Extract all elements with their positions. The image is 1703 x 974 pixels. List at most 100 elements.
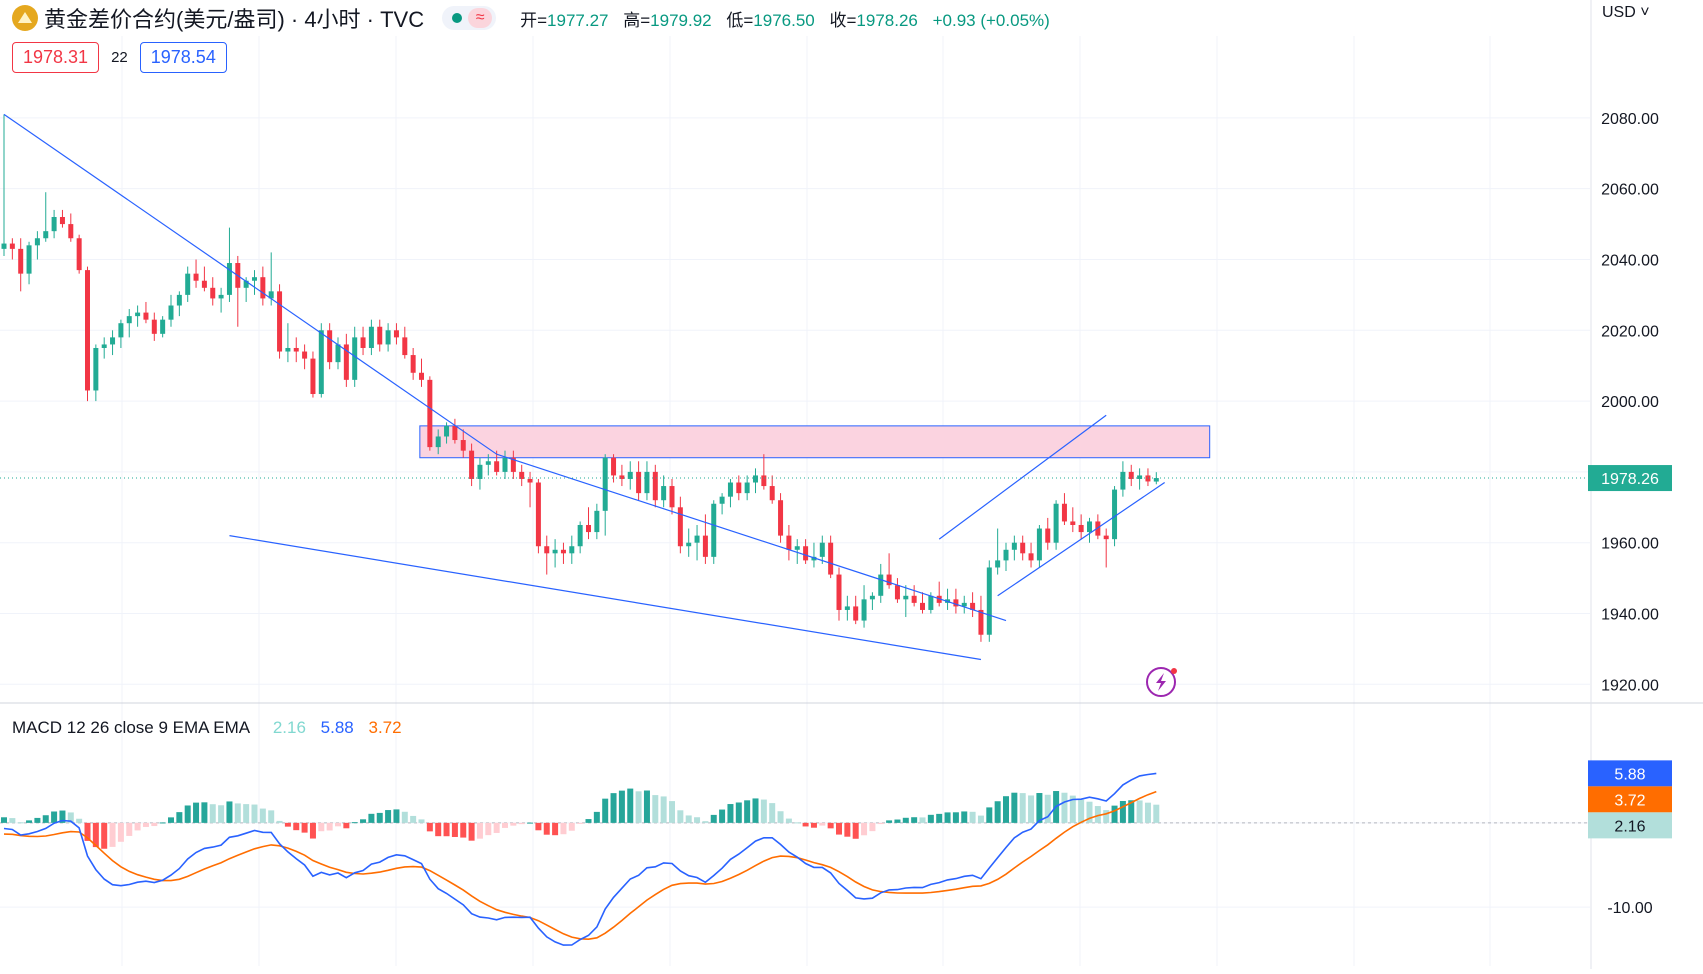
macd-legend-title[interactable]: MACD 12 26 close 9 EMA EMA (12, 718, 251, 737)
symbol-header: 黄金差价合约(美元/盎司) · 4小时 · TVC ≈ 开=1977.27 高=… (0, 0, 1060, 36)
candle (410, 347, 416, 380)
candle-body (1020, 542, 1026, 554)
symbol-title[interactable]: 黄金差价合约(美元/盎司) · 4小时 · TVC (44, 7, 425, 32)
sell-price-button[interactable]: 1978.31 (12, 42, 100, 73)
candle (9, 238, 15, 260)
currency-selector[interactable]: USD ˅ (1602, 4, 1650, 21)
candle (135, 305, 141, 327)
macd-histogram-bar (34, 817, 41, 823)
candle-body (652, 471, 658, 501)
macd-histogram-bar (1069, 795, 1076, 823)
histogram-value-badge (1588, 812, 1672, 839)
macd-histogram-bar (109, 822, 116, 847)
candle (611, 454, 617, 483)
candle-body (1103, 535, 1109, 540)
macd-histogram-bar (26, 820, 33, 823)
candle-body (619, 475, 625, 479)
macd-histogram-bar (318, 822, 325, 832)
candle (652, 464, 658, 508)
candle (978, 595, 984, 642)
candle (853, 595, 859, 625)
macd-histogram-bar (276, 820, 283, 823)
macd-histogram-bar (284, 822, 291, 827)
macd-line (3, 772, 1157, 946)
candle (1137, 468, 1143, 490)
macd-histogram-bar (1086, 801, 1093, 823)
macd-histogram-bar (301, 822, 308, 833)
last-price-badge (1588, 465, 1672, 492)
macd-histogram-bar (126, 822, 133, 836)
candle-body (1137, 475, 1143, 479)
macd-histogram-bar (919, 817, 926, 823)
candle-body (151, 319, 157, 334)
candle (594, 503, 600, 540)
market-status-pill[interactable]: ≈ (442, 6, 497, 30)
macd-histogram-bar (435, 822, 442, 837)
candle (335, 337, 341, 370)
candle-body (828, 542, 834, 575)
candle-body (393, 330, 399, 338)
candle-body (794, 546, 800, 550)
price-tick-label: 1940.00 (1601, 606, 1659, 623)
candle (1003, 542, 1009, 572)
macd-histogram-bar (410, 815, 417, 823)
candle-body (277, 291, 283, 352)
candle (544, 535, 550, 575)
macd-histogram-bar (518, 822, 525, 825)
candle-body (811, 556, 817, 561)
gold-symbol-icon (12, 5, 38, 31)
candle-body (719, 496, 725, 504)
candle-body (1078, 524, 1084, 533)
candle (310, 351, 316, 398)
macd-histogram-bar (259, 808, 266, 823)
candle-body (510, 457, 516, 472)
candle (18, 238, 24, 292)
candle-body (452, 425, 458, 441)
candle (970, 592, 976, 618)
macd-histogram-bar (527, 822, 534, 824)
macd-histogram-bar (735, 802, 742, 823)
candle (1053, 500, 1059, 550)
delayed-data-icon: ≈ (468, 8, 493, 28)
candle-body (318, 330, 324, 395)
macd-histogram-bar (936, 813, 943, 823)
macd-histogram-bar (243, 804, 250, 823)
candle-body (1003, 549, 1009, 561)
macd-histogram-bar (468, 822, 475, 841)
macd-histogram-bar (769, 803, 776, 823)
candle (76, 234, 82, 274)
candle-body (101, 344, 107, 348)
candle (201, 266, 207, 292)
candle-body (569, 546, 575, 554)
macd-histogram-bar (418, 819, 425, 823)
macd-histogram-bar (618, 790, 625, 823)
lightning-bolt-glyph (1156, 673, 1166, 691)
ohlc-low-key: 低= (726, 10, 754, 30)
candle (627, 461, 633, 490)
macd-histogram-bar (702, 821, 709, 823)
candle (711, 500, 717, 564)
buy-price-button[interactable]: 1978.54 (139, 42, 227, 73)
candle-body (43, 231, 49, 239)
trendline (3, 113, 497, 455)
candle (193, 259, 199, 288)
candle (1078, 514, 1084, 540)
candle-body (786, 535, 792, 550)
candle-body (444, 425, 450, 437)
candle-body (85, 270, 90, 391)
candle-body (352, 337, 358, 380)
macd-histogram-bar (1078, 799, 1085, 823)
price-tick-label: 2020.00 (1601, 323, 1659, 340)
candle (1145, 468, 1151, 487)
candle (143, 301, 149, 324)
macd-histogram-bar (794, 822, 801, 824)
candle (26, 241, 32, 285)
candle-body (686, 542, 692, 547)
candle (393, 323, 399, 345)
candle-body (920, 602, 925, 610)
candle-body (494, 461, 500, 472)
candle-body (59, 217, 65, 225)
candle (277, 284, 283, 359)
candle (34, 231, 40, 260)
